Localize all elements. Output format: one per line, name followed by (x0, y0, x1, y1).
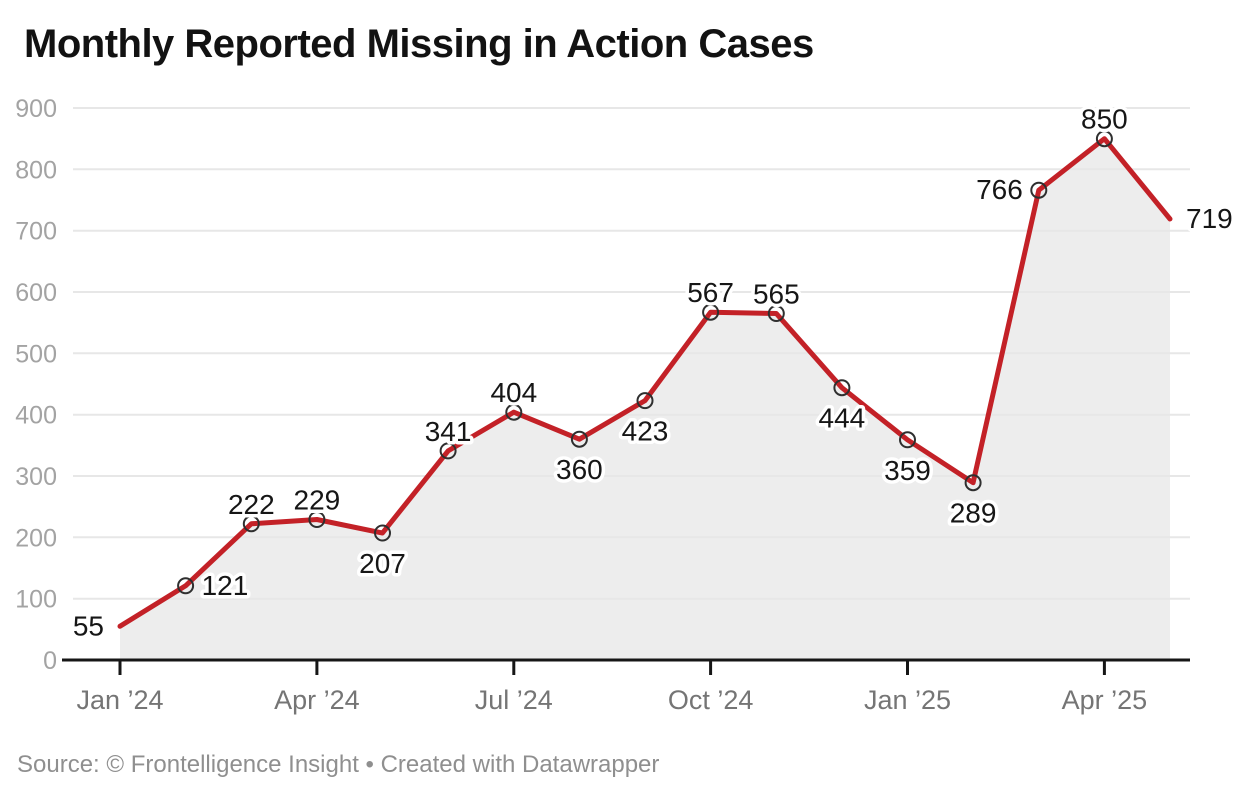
data-point-marker (177, 577, 195, 595)
data-label: 289 (950, 498, 997, 529)
data-label: 207 (359, 548, 406, 579)
y-tick-label-700: 700 (15, 218, 57, 246)
data-point-marker (374, 524, 391, 542)
data-label: 121 (202, 570, 249, 601)
gridlines (73, 107, 1190, 600)
data-point-marker (767, 305, 785, 322)
data-label: 766 (976, 174, 1023, 205)
data-point-marker (505, 403, 523, 421)
y-tick-label-500: 500 (15, 340, 57, 368)
y-tick-label-200: 200 (15, 524, 57, 552)
point-markers (177, 130, 1113, 595)
data-label: 360 (556, 454, 603, 485)
data-label: 850 (1081, 104, 1128, 135)
data-point-marker (1095, 130, 1113, 148)
y-tick-label-400: 400 (15, 402, 57, 430)
x-tick-label: Apr ’25 (1062, 685, 1148, 715)
data-label: 55 (73, 610, 104, 641)
x-tick-label: Jul ’24 (475, 685, 553, 715)
data-point-marker (899, 431, 916, 449)
x-tick-label: Jan ’25 (864, 685, 951, 715)
source-attribution: Source: © Frontelligence Insight • Creat… (17, 751, 660, 778)
data-point-marker (702, 303, 720, 321)
data-label: 423 (622, 416, 669, 447)
data-label: 341 (425, 416, 472, 447)
data-label: 404 (490, 377, 537, 408)
data-label: 444 (819, 403, 866, 434)
y-axis-labels: 0 100 200 300 400 500 600 700 800 900 (15, 95, 57, 675)
y-tick-label-100: 100 (15, 586, 57, 614)
data-labels: 55 121 222 229 207 341 404 360 423 567 565 444 359 28… (69, 100, 1236, 645)
data-label: 719 (1186, 203, 1233, 234)
x-tick-label: Apr ’24 (274, 685, 360, 715)
data-label: 222 (228, 489, 275, 520)
data-label: 359 (884, 455, 931, 486)
data-point-marker (570, 430, 588, 448)
data-label: 229 (294, 485, 341, 516)
data-point-marker (636, 392, 654, 410)
y-tick-label-600: 600 (15, 279, 57, 307)
y-tick-label-0: 0 (43, 647, 57, 675)
data-label: 565 (753, 279, 800, 310)
data-point-marker (439, 442, 457, 460)
data-line (117, 136, 1173, 629)
x-tick-label: Jan ’24 (76, 685, 163, 715)
y-tick-label-800: 800 (15, 156, 57, 184)
x-axis: Jan ’24 Apr ’24 Jul ’24 Oct ’24 Jan ’25 Apr ’… (62, 658, 1190, 715)
data-point-marker (964, 474, 982, 492)
data-point-marker (1030, 181, 1048, 199)
x-tick-label: Oct ’24 (668, 685, 754, 715)
data-point-marker (242, 515, 260, 533)
y-tick-label-900: 900 (15, 95, 57, 123)
data-point-marker (833, 379, 851, 397)
y-tick-label-300: 300 (15, 463, 57, 491)
area-fill (120, 138, 1170, 660)
data-point-marker (308, 511, 326, 528)
chart-title: Monthly Reported Missing in Action Cases (24, 22, 814, 66)
data-label: 567 (687, 277, 734, 308)
